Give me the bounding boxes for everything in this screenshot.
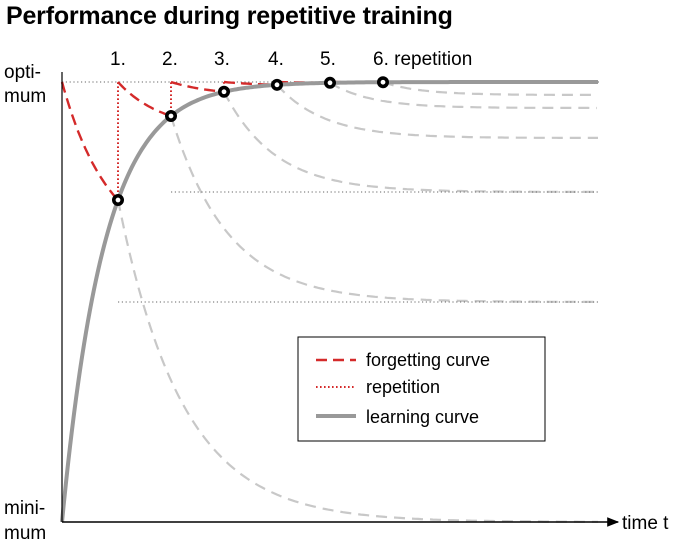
legend-repetition-label: repetition [366, 377, 440, 397]
legend-learning-label: learning curve [366, 407, 479, 427]
repetition-label-3: 3. [214, 49, 230, 70]
repetition-point-1 [112, 194, 125, 207]
repetition-label-6: 6. repetition [373, 49, 472, 70]
forgetting-curve-3 [170, 80, 225, 93]
repetition-label-5: 5. [320, 49, 336, 70]
repetition-point-5 [323, 76, 336, 89]
repetition-label-2: 2. [162, 49, 178, 70]
x-axis-label: time t [622, 513, 669, 534]
repetition-point-4 [270, 78, 283, 91]
y-top-label-line2: mum [4, 86, 46, 107]
repetition-point-6 [376, 76, 389, 89]
faded-forgetting-curves [116, 81, 598, 523]
legend-box [297, 336, 546, 442]
y-bottom-label-line2: mum [4, 523, 46, 544]
forgetting-curve-2 [117, 81, 172, 118]
repetition-lines [117, 82, 384, 201]
legend-forgetting-label: forgetting curve [366, 350, 490, 370]
y-bottom-label-line1: mini- [4, 498, 45, 519]
forgetting-curve-1 [60, 81, 119, 201]
repetition-points [112, 76, 389, 207]
faded-forgetting-curve-4 [276, 84, 598, 139]
retained-level-lines [118, 191, 598, 303]
faded-forgetting-curve-5 [329, 81, 597, 110]
y-top-label-line1: opti- [4, 62, 41, 83]
faded-forgetting-curve-3 [223, 91, 596, 193]
faded-forgetting-curve-2 [169, 115, 597, 303]
repetition-point-2 [165, 109, 178, 122]
forgetting-curves [60, 80, 383, 201]
repetition-label-1: 1. [110, 49, 126, 70]
page-title: Performance during repetitive training [6, 2, 453, 30]
repetition-point-3 [218, 85, 231, 98]
repetition-label-4: 4. [268, 49, 284, 70]
faded-forgetting-curve-1 [116, 199, 598, 523]
legend: forgetting curve repetition learning cur… [297, 336, 546, 442]
faded-forgetting-curve-6 [382, 81, 596, 96]
